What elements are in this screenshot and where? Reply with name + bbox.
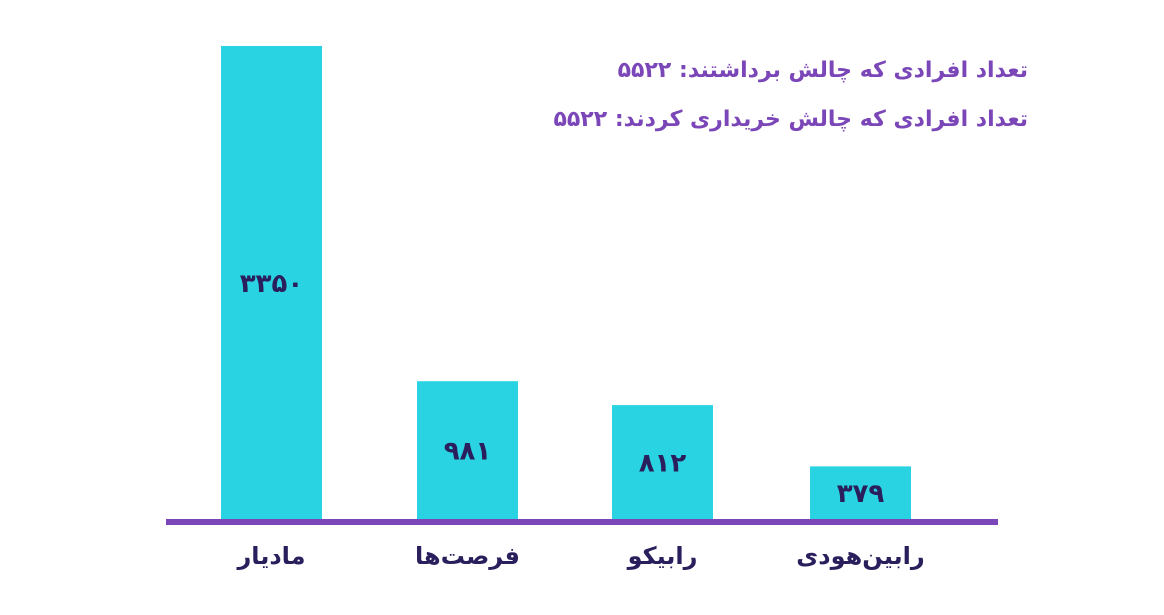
category-label: رابین‌هودی	[796, 542, 924, 570]
info-value-challenges-purchased: ۵۵۲۲	[553, 107, 608, 132]
bar-4	[810, 466, 911, 520]
bar-value-label: ۳۷۹	[837, 479, 885, 509]
info-label-challenges-taken: تعداد افرادی که چالش برداشتند:	[679, 58, 1028, 83]
info-line-challenges-taken: تعداد افرادی که چالش برداشتند: ۵۵۲۲	[618, 58, 1028, 83]
category-label: مادیار	[236, 542, 305, 570]
bar-1	[221, 46, 322, 520]
category-labels: مادیار فرصت‌ها رابیکو رابین‌هودی	[236, 542, 924, 570]
bar-2	[417, 381, 518, 520]
bar-value-label: ۸۱۲	[639, 449, 687, 479]
info-line-challenges-purchased: تعداد افرادی که چالش خریداری کردند: ۵۵۲۲	[553, 107, 1028, 132]
bars: ۳۳۵۰ ۹۸۱ ۸۱۲ ۳۷۹	[221, 46, 911, 520]
category-label: فرصت‌ها	[415, 542, 520, 570]
category-label: رابیکو	[627, 542, 698, 570]
info-label-challenges-purchased: تعداد افرادی که چالش خریداری کردند:	[614, 107, 1028, 132]
info-value-challenges-taken: ۵۵۲۲	[617, 58, 672, 83]
bar-value-label: ۳۳۵۰	[240, 269, 303, 299]
bar-3	[612, 405, 713, 520]
bar-value-label: ۹۸۱	[444, 437, 492, 467]
